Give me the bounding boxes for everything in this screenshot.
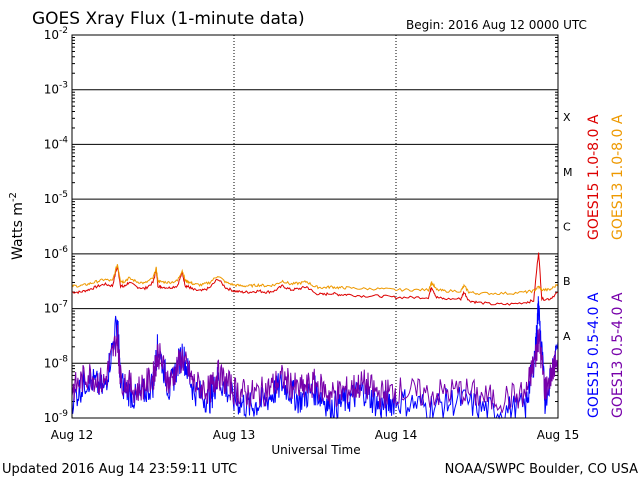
y-tick-label: 10-7: [44, 300, 68, 316]
legend-entry: GOES15 1.0-8.0 A: [586, 114, 602, 240]
x-tick-label: Aug 14: [375, 428, 418, 442]
chart-title: GOES Xray Flux (1-minute data): [32, 9, 305, 29]
flare-class-label: A: [563, 330, 571, 343]
legend-entry: GOES15 0.5-4.0 A: [586, 292, 602, 418]
legend-entry: GOES13 1.0-8.0 A: [610, 114, 626, 240]
footer-updated: Updated 2016 Aug 14 23:59:11 UTC: [2, 462, 237, 477]
footer-credit: NOAA/SWPC Boulder, CO USA: [445, 462, 638, 477]
y-tick-label: 10-2: [44, 26, 68, 42]
x-tick-label: Aug 12: [51, 428, 94, 442]
y-tick-label: 10-8: [44, 354, 69, 370]
y-tick-label: 10-3: [44, 81, 68, 97]
x-tick-label: Aug 15: [537, 428, 580, 442]
series-line: [71, 264, 559, 296]
begin-label: Begin: 2016 Aug 12 0000 UTC: [406, 18, 587, 32]
flare-class-label: X: [563, 111, 571, 124]
flare-class-label: M: [563, 166, 573, 179]
x-tick-label: Aug 13: [213, 428, 256, 442]
y-tick-label: 10-4: [44, 135, 69, 151]
legend-entry: GOES13 0.5-4.0 A: [610, 292, 626, 418]
plot-frame: [71, 34, 559, 419]
series-line: [71, 324, 559, 414]
y-tick-label: 10-5: [44, 190, 68, 206]
y-tick-label: 10-9: [44, 409, 69, 425]
series-line: [71, 252, 559, 306]
x-axis-title: Universal Time: [271, 443, 360, 457]
y-axis-title: Watts m-2: [8, 192, 26, 260]
flare-class-label: C: [563, 221, 571, 234]
y-tick-label: 10-6: [44, 245, 69, 261]
flare-class-label: B: [563, 275, 571, 288]
